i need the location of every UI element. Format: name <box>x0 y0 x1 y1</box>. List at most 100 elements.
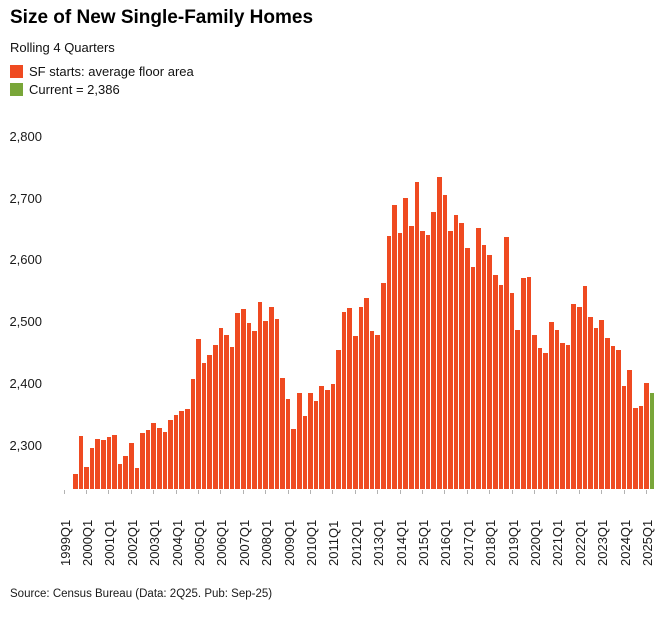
x-axis-tick <box>63 490 65 494</box>
chart-subtitle: Rolling 4 Quarters <box>10 40 115 55</box>
bar <box>515 329 520 489</box>
x-axis-tick <box>422 490 423 494</box>
bar <box>134 467 140 489</box>
bar <box>498 285 504 489</box>
bar <box>381 282 386 489</box>
y-axis-tick-label: 2,500 <box>9 314 42 330</box>
x-axis-tick <box>556 490 558 494</box>
bar <box>235 312 240 489</box>
bar <box>84 467 89 489</box>
bar <box>229 346 235 489</box>
y-axis-tick-label: 2,300 <box>9 437 42 453</box>
x-axis-tick <box>332 490 334 494</box>
x-axis-tick <box>220 490 222 494</box>
x-axis-tick-label: 2015Q1 <box>416 519 431 566</box>
bar <box>145 429 151 489</box>
x-axis-tick <box>198 490 199 494</box>
bar <box>582 285 588 489</box>
bar <box>448 231 453 489</box>
bar <box>425 235 431 489</box>
x-axis-tick-label: 2014Q1 <box>393 519 409 566</box>
bar <box>285 399 291 489</box>
bar <box>213 345 218 489</box>
bar <box>397 232 403 489</box>
bar <box>610 346 616 489</box>
x-axis-tick-label: 2013Q1 <box>371 519 387 566</box>
bar <box>297 392 302 489</box>
x-axis-tick-label: 2020Q1 <box>528 519 543 566</box>
bar <box>336 349 341 489</box>
bar <box>341 312 347 489</box>
bar <box>112 435 117 489</box>
x-axis-tick-label: 2002Q1 <box>124 519 140 566</box>
bar <box>269 306 274 489</box>
x-axis-tick <box>623 490 625 494</box>
bar <box>633 408 638 489</box>
legend-current-label: Current = 2,386 <box>29 81 120 97</box>
bar <box>504 236 509 489</box>
bar <box>313 401 319 489</box>
bar <box>437 176 442 489</box>
x-axis-tick-label: 2017Q1 <box>460 519 476 566</box>
x-axis-tick <box>354 490 356 494</box>
legend: SF starts: average floor area Current = … <box>10 62 194 98</box>
bar <box>369 331 375 489</box>
bar <box>291 429 296 489</box>
x-axis-tick <box>175 490 177 494</box>
bar <box>129 442 134 489</box>
bar <box>560 343 565 489</box>
page-title: Size of New Single-Family Homes <box>10 7 314 28</box>
current-color-swatch <box>10 82 23 96</box>
x-axis-tick-label: 2001Q1 <box>102 519 118 566</box>
y-axis-tick-label: 2,600 <box>9 252 42 268</box>
x-axis-tick-label: 2019Q1 <box>505 519 521 566</box>
bar <box>201 362 207 489</box>
bar <box>554 329 560 489</box>
legend-series-label: SF starts: average floor area <box>29 63 194 79</box>
bar <box>140 433 145 489</box>
x-axis-tick <box>578 490 580 494</box>
x-axis-tick <box>534 490 535 494</box>
bar <box>481 244 487 489</box>
bar <box>465 247 470 489</box>
bar <box>588 316 593 489</box>
bar <box>599 319 604 489</box>
x-axis-tick <box>153 490 155 494</box>
series-color-swatch <box>10 64 23 78</box>
x-axis-tick <box>489 490 491 494</box>
bar <box>627 369 632 489</box>
bar <box>308 392 313 489</box>
bar <box>347 307 352 489</box>
bar <box>526 277 532 489</box>
bar <box>274 319 280 489</box>
bar <box>280 377 285 489</box>
bar <box>252 330 257 489</box>
bar <box>616 349 621 489</box>
x-axis-tick-label: 2010Q1 <box>304 519 319 566</box>
bar <box>565 345 571 489</box>
bar <box>78 435 84 489</box>
bar <box>386 235 392 489</box>
x-axis-tick-label: 2024Q1 <box>617 519 633 566</box>
bar <box>509 293 515 489</box>
x-axis-tick-label: 2004Q1 <box>169 519 185 566</box>
bar <box>493 274 498 489</box>
bar <box>543 353 548 489</box>
bar <box>89 448 95 489</box>
bar <box>476 227 481 489</box>
x-axis-tick <box>310 490 311 494</box>
x-axis-tick <box>466 490 468 494</box>
bar <box>218 328 224 489</box>
bar <box>431 211 436 489</box>
bar <box>101 439 106 489</box>
bar <box>364 298 369 489</box>
x-axis-tick <box>130 490 132 494</box>
x-axis-tick-label: 2025Q1 <box>640 519 655 566</box>
bar <box>621 386 627 489</box>
x-axis-tick <box>108 490 110 494</box>
bar <box>532 335 537 489</box>
x-axis-tick <box>444 490 446 494</box>
x-axis-tick-label: 2006Q1 <box>214 519 230 566</box>
bar <box>644 383 649 489</box>
